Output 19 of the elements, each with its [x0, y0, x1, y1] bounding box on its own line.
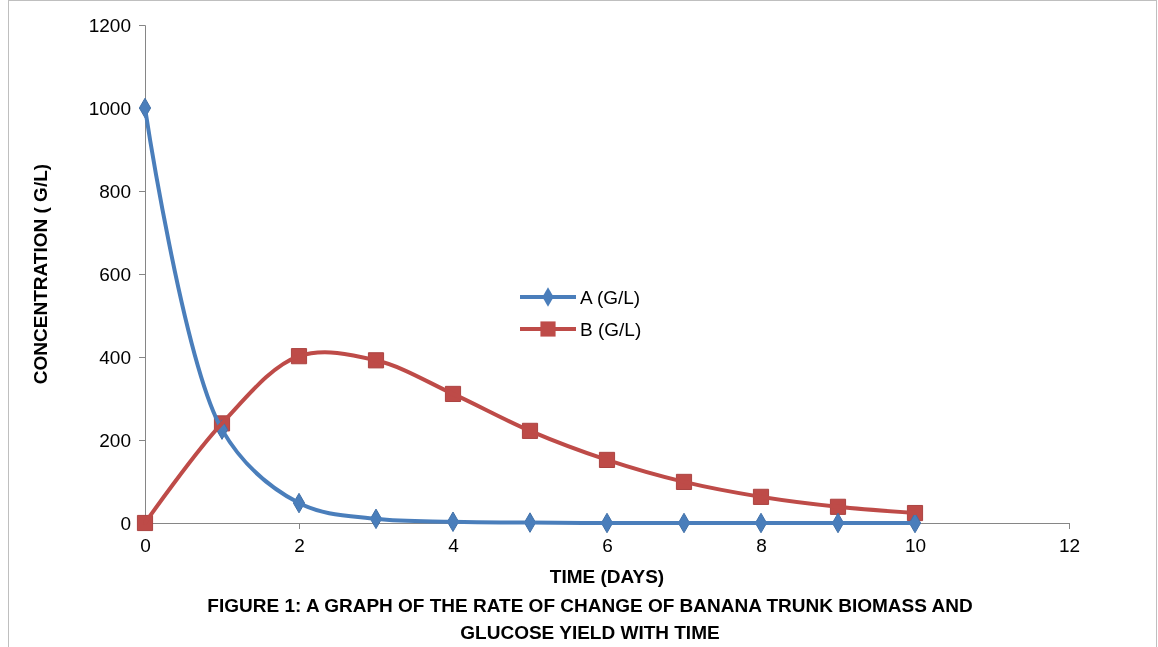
x-axis-title: TIME (DAYS): [549, 566, 665, 587]
legend-label: A (G/L): [580, 287, 641, 308]
legend-label: B (G/L): [580, 319, 642, 340]
text: FIGURE 1: A GRAPH OF THE RATE OF CHANGE OF BANANA TRUNK BIOMASS AND GLUCOSE YIELD WITH TIME: [207, 595, 973, 643]
y-tick-label: 400: [99, 346, 131, 368]
x-tick-label: 10: [904, 535, 927, 557]
y-tick-label: 1200: [88, 14, 131, 36]
y-tick-label: 0: [120, 512, 131, 534]
x-tick-label: 0: [140, 535, 151, 557]
x-tick-label: 4: [448, 535, 460, 557]
x-tick-label: 12: [1058, 535, 1081, 557]
y-axis-title: CONCENTRATION ( G/L): [30, 163, 51, 385]
x-tick-label: 8: [756, 535, 767, 557]
y-tick-label: 800: [99, 180, 131, 202]
y-tick-label: 600: [99, 263, 131, 285]
y-tick-label: 1000: [88, 97, 131, 119]
x-tick-label: 2: [294, 535, 305, 557]
x-tick-label: 6: [602, 535, 613, 557]
y-tick-label: 200: [99, 429, 131, 451]
